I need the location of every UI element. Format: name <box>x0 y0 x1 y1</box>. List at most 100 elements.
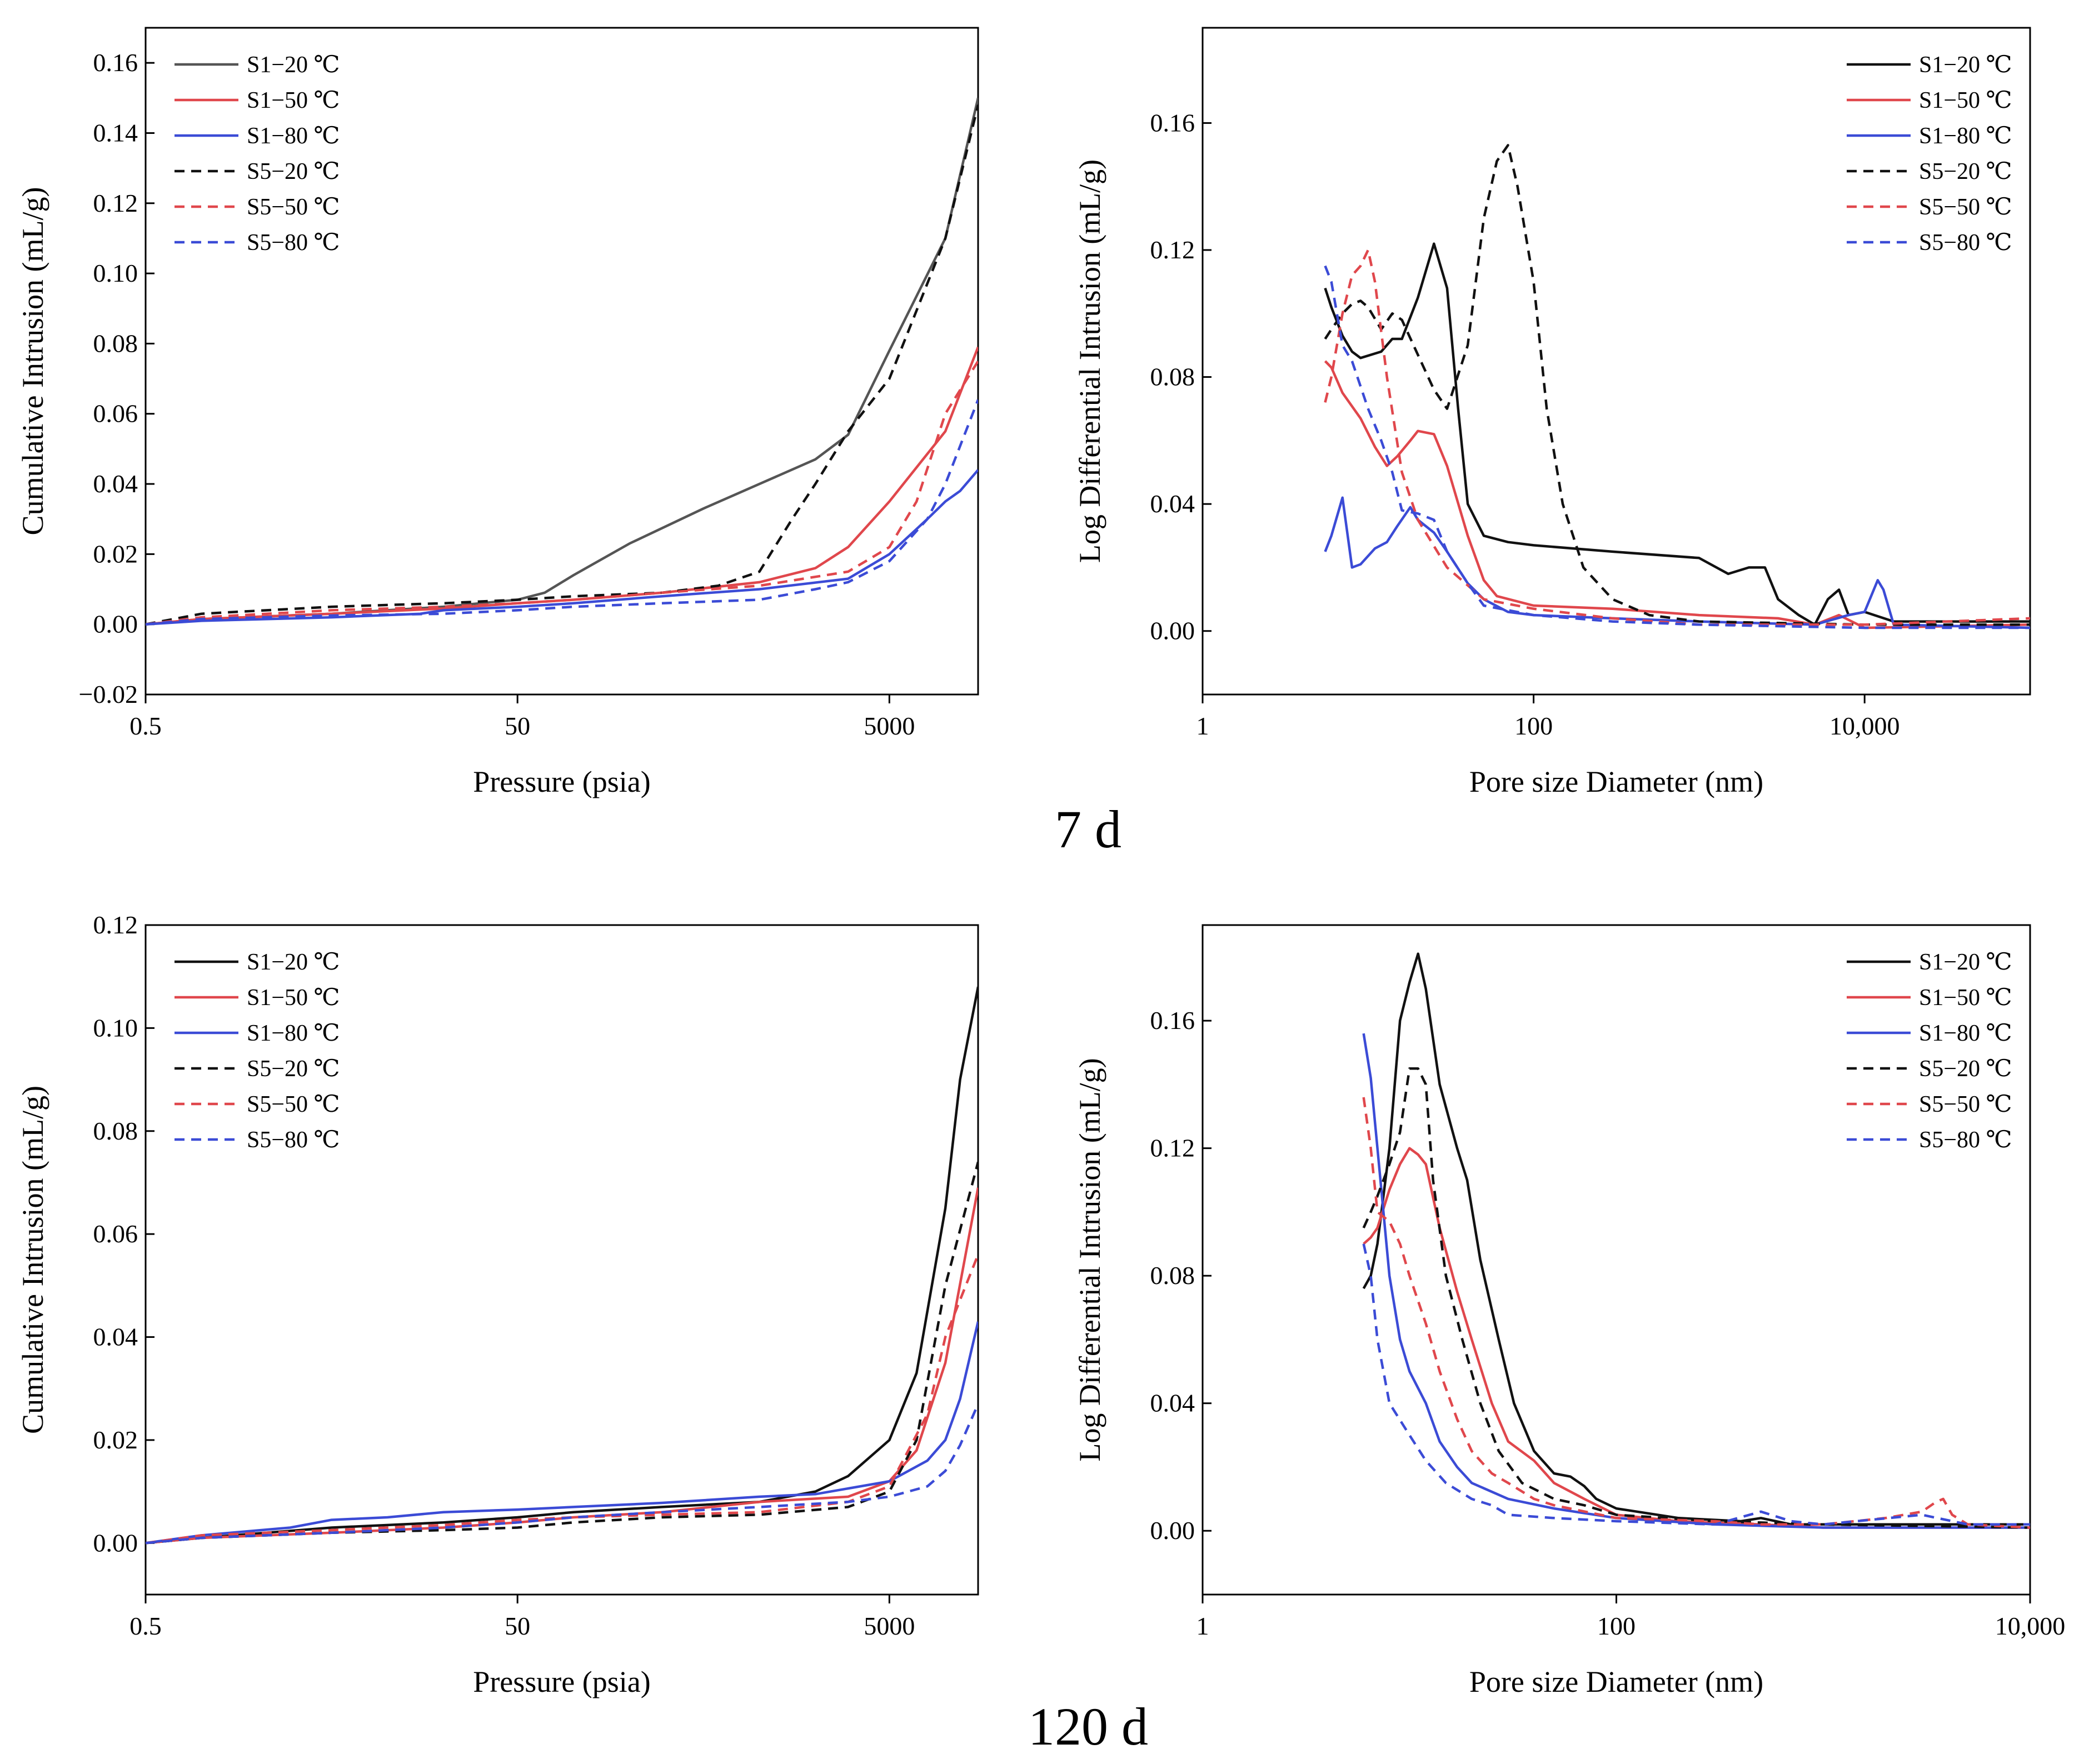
y-axis-title: Log Differential Intrusion (mL/g) <box>1073 1058 1106 1461</box>
legend-label: S5−50 ℃ <box>1919 1092 2012 1117</box>
series-line-6 <box>1362 1243 2030 1526</box>
y-tick-label: −0.02 <box>79 680 138 708</box>
caption-120d: 120 d <box>1028 1697 1148 1756</box>
series-line-6 <box>1324 265 2030 629</box>
legend-label: S5−80 ℃ <box>247 230 340 256</box>
series-line-6 <box>146 399 978 626</box>
x-tick-label: 10,000 <box>1995 1612 2066 1640</box>
x-tick-label: 5000 <box>864 712 915 740</box>
series-line-6 <box>146 1403 978 1545</box>
y-tick-label: 0.12 <box>93 911 138 939</box>
x-tick-label: 10,000 <box>1829 712 1900 740</box>
x-axis-title: Pressure (psia) <box>473 765 650 798</box>
y-tick-label: 0.04 <box>1150 489 1195 518</box>
caption-7d: 7 d <box>1055 799 1121 859</box>
legend-label: S5−80 ℃ <box>247 1127 340 1153</box>
y-tick-label: 0.10 <box>93 1013 138 1042</box>
series-line-3 <box>146 469 978 626</box>
legend-label: S1−80 ℃ <box>247 123 340 149</box>
legend-label: S5−20 ℃ <box>247 1056 340 1082</box>
chart-7d-log-differential-intrusion: 0.00 0.04 0.08 0.12 0.16 1 100 10,000 Pore size … <box>1073 27 2031 798</box>
x-tick-label: 100 <box>1514 712 1553 740</box>
plot-frame <box>144 27 979 696</box>
plot-frame <box>1201 27 2031 696</box>
y-tick-label: 0.08 <box>93 1117 138 1145</box>
y-tick-label: 0.04 <box>1150 1389 1195 1417</box>
y-axis-title: Cumulative Intrusion (mL/g) <box>16 187 49 536</box>
series-line-5 <box>146 1254 978 1545</box>
y-tick-label: 0.14 <box>93 118 138 147</box>
chart-120d-cumulative-intrusion: 0.00 0.02 0.04 0.06 0.08 0.10 0.12 0.5 50 5000 Pre… <box>16 911 979 1698</box>
series-line-3 <box>1324 496 2030 629</box>
x-tick-label: 1 <box>1196 712 1209 740</box>
y-tick-label: 0.08 <box>1150 1261 1195 1290</box>
chart-120d-log-differential-intrusion: 0.00 0.04 0.08 0.12 0.16 1 100 10,000 Pore size … <box>1073 924 2066 1698</box>
y-tick-label: 0.00 <box>93 1528 138 1557</box>
x-axis-title: Pressure (psia) <box>473 1665 650 1698</box>
series-line-5 <box>1324 248 2030 626</box>
series-line-5 <box>1362 1097 2030 1529</box>
legend-label: S1−50 ℃ <box>1919 985 2012 1011</box>
y-tick-label: 0.00 <box>1150 1516 1195 1545</box>
plot-frame <box>144 924 979 1596</box>
series-line-2 <box>1324 360 2030 629</box>
legend-label: S5−20 ℃ <box>247 159 340 184</box>
y-tick-label: 0.00 <box>93 610 138 638</box>
y-axis-title: Cumulative Intrusion (mL/g) <box>16 1086 49 1434</box>
legend-label: S5−80 ℃ <box>1919 230 2012 256</box>
x-tick-label: 50 <box>505 1612 530 1640</box>
x-tick-label: 0.5 <box>129 1612 162 1640</box>
x-tick-label: 0.5 <box>129 712 162 740</box>
y-tick-label: 0.12 <box>1150 236 1195 264</box>
y-tick-label: 0.06 <box>93 399 138 428</box>
legend-label: S5−50 ℃ <box>1919 194 2012 220</box>
y-tick-label: 0.08 <box>93 329 138 357</box>
plot-frame <box>1201 924 2031 1596</box>
legend-label: S1−80 ℃ <box>1919 123 2012 149</box>
legend-label: S1−50 ℃ <box>247 985 340 1011</box>
y-tick-label: 0.06 <box>93 1220 138 1248</box>
y-tick-label: 0.16 <box>1150 108 1195 137</box>
series-line-4 <box>1324 144 2030 626</box>
legend-label: S5−50 ℃ <box>247 194 340 220</box>
series-line-5 <box>146 360 978 626</box>
legend-label: S1−50 ℃ <box>1919 88 2012 113</box>
series-line-2 <box>146 1187 978 1545</box>
legend-label: S1−20 ℃ <box>247 950 340 975</box>
legend-label: S1−20 ℃ <box>1919 52 2012 78</box>
legend-label: S1−20 ℃ <box>1919 950 2012 975</box>
legend-label: S1−80 ℃ <box>1919 1021 2012 1046</box>
x-axis-title: Pore size Diameter (nm) <box>1469 765 1763 798</box>
y-tick-label: 0.16 <box>93 48 138 77</box>
series-line-4 <box>146 1161 978 1545</box>
x-tick-label: 5000 <box>864 1612 915 1640</box>
series-line-2 <box>1363 1147 2030 1529</box>
y-tick-label: 0.10 <box>93 259 138 287</box>
series-line-3 <box>1362 1033 2030 1529</box>
y-tick-label: 0.04 <box>93 469 138 498</box>
x-axis-title: Pore size Diameter (nm) <box>1469 1665 1763 1698</box>
legend-label: S5−20 ℃ <box>1919 159 2012 184</box>
series-line-4 <box>1362 1067 2030 1529</box>
y-tick-label: 0.16 <box>1150 1006 1195 1035</box>
legend-label: S1−20 ℃ <box>247 52 340 78</box>
legend-label: S5−50 ℃ <box>247 1092 340 1117</box>
series-line-3 <box>146 1321 978 1545</box>
y-tick-label: 0.02 <box>93 1426 138 1454</box>
legend-label: S5−20 ℃ <box>1919 1056 2012 1082</box>
y-tick-label: 0.12 <box>93 189 138 217</box>
y-axis-title: Log Differential Intrusion (mL/g) <box>1073 159 1106 563</box>
series-line-1 <box>1324 242 2030 626</box>
x-tick-label: 50 <box>505 712 530 740</box>
legend-label: S5−80 ℃ <box>1919 1127 2012 1153</box>
x-tick-label: 1 <box>1196 1612 1209 1640</box>
y-tick-label: 0.12 <box>1150 1134 1195 1162</box>
y-tick-label: 0.02 <box>93 539 138 568</box>
y-tick-label: 0.00 <box>1150 617 1195 645</box>
chart-7d-cumulative-intrusion: −0.02 0.00 0.02 0.04 0.06 0.08 0.10 0.12 0.14 0.1… <box>16 27 979 798</box>
legend-label: S1−50 ℃ <box>247 88 340 113</box>
y-tick-label: 0.08 <box>1150 363 1195 391</box>
series-line-4 <box>146 104 978 626</box>
y-tick-label: 0.04 <box>93 1323 138 1351</box>
